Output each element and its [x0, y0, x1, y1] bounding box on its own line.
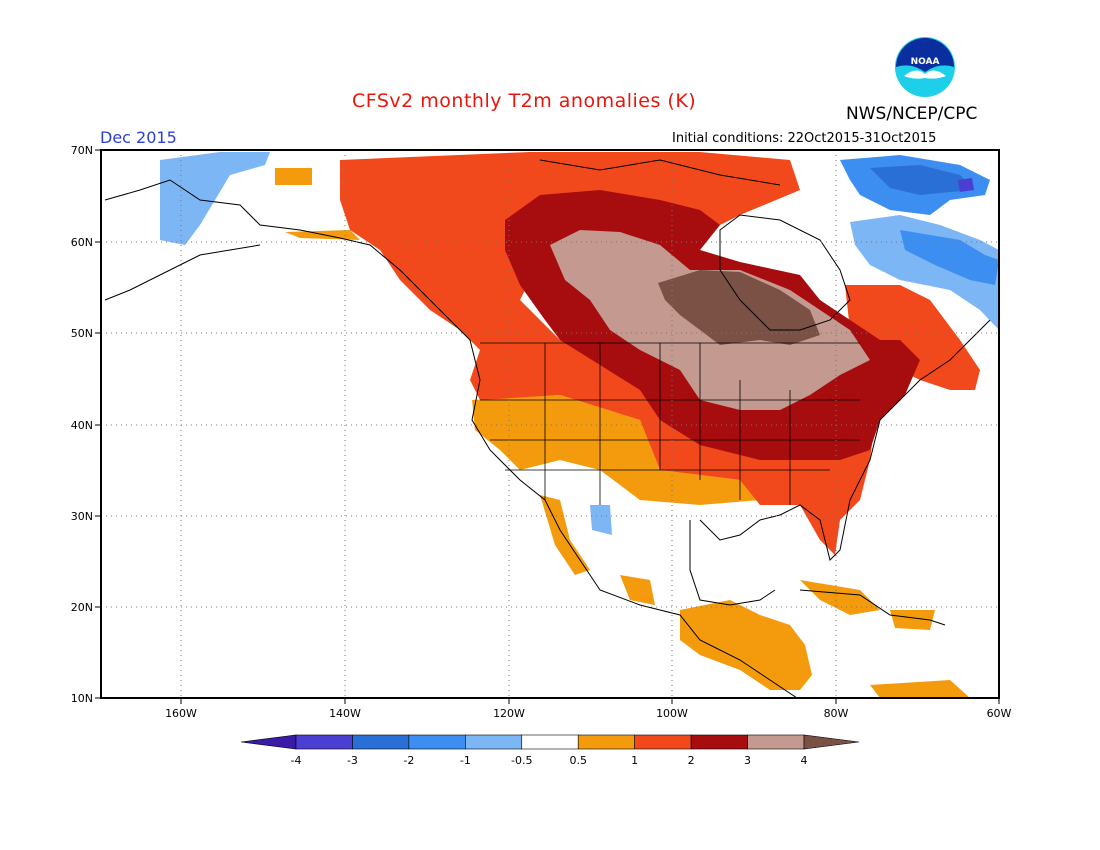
- anomaly-region-warm-1-alaska: [275, 168, 360, 240]
- colorbar: [240, 734, 860, 750]
- lat-tick-label: 50N: [71, 327, 93, 340]
- colorbar-segment: [803, 734, 860, 750]
- colorbar-segment: [408, 734, 466, 750]
- lat-tick-label: 10N: [71, 692, 93, 705]
- colorbar-segment: [690, 734, 748, 750]
- plot-frame: [100, 149, 1000, 699]
- colorbar-label: 2: [688, 754, 695, 767]
- valid-month-label: Dec 2015: [100, 128, 177, 147]
- colorbar-label: 3: [744, 754, 751, 767]
- lat-tick-label: 40N: [71, 419, 93, 432]
- colorbar-segment: [634, 734, 692, 750]
- colorbar-label: -3: [347, 754, 358, 767]
- colorbar-label: -0.5: [511, 754, 532, 767]
- colorbar-segment: [352, 734, 410, 750]
- colorbar-label: -2: [403, 754, 414, 767]
- colorbar-segment: [465, 734, 523, 750]
- lat-tick-label: 70N: [71, 144, 93, 157]
- lon-tick-label: 120W: [493, 707, 525, 720]
- lat-tick-label: 60N: [71, 236, 93, 249]
- anomaly-region-warm-1-central-america: [620, 575, 970, 698]
- lat-tick-label: 20N: [71, 601, 93, 614]
- lon-tick-label: 80W: [824, 707, 849, 720]
- noaa-logo-icon: NOAA: [895, 37, 955, 97]
- colorbar-label: 1: [631, 754, 638, 767]
- colorbar-label: 0.5: [569, 754, 587, 767]
- axis-ticks: [95, 149, 1000, 704]
- colorbar-segment: [747, 734, 805, 750]
- agency-label: NWS/NCEP/CPC: [846, 104, 978, 124]
- anomaly-region-warm-1: [472, 395, 760, 505]
- coastlines: [104, 159, 991, 698]
- lon-tick-label: 60W: [987, 707, 1012, 720]
- colorbar-segment: [577, 734, 635, 750]
- colorbar-label: -1: [460, 754, 471, 767]
- colorbar-segment: [521, 734, 579, 750]
- lon-tick-label: 160W: [165, 707, 197, 720]
- colorbar-label: 4: [801, 754, 808, 767]
- colorbar-segment: [240, 734, 297, 750]
- colorbar-segment: [295, 734, 353, 750]
- anomaly-shading: [104, 152, 999, 698]
- anomaly-region-cold-3: [870, 165, 975, 195]
- lon-tick-label: 140W: [329, 707, 361, 720]
- lon-tick-label: 100W: [656, 707, 688, 720]
- initial-conditions-label: Initial conditions: 22Oct2015-31Oct2015: [672, 131, 937, 146]
- colorbar-labels: -4 -3 -2 -1 -0.5 0.5 1 2 3 4: [291, 754, 808, 767]
- anomaly-region-warm-2-northeast: [845, 285, 980, 390]
- noaa-logo-text: NOAA: [911, 57, 940, 67]
- lat-tick-label: 30N: [71, 510, 93, 523]
- anomaly-region-cold-4: [958, 178, 974, 192]
- colorbar-label: -4: [291, 754, 302, 767]
- map-title: CFSv2 monthly T2m anomalies (K): [352, 90, 697, 112]
- anomaly-region-warm-2-alaska: [340, 160, 395, 210]
- anomaly-region-warm-5: [658, 270, 820, 345]
- political-borders: [480, 342, 860, 505]
